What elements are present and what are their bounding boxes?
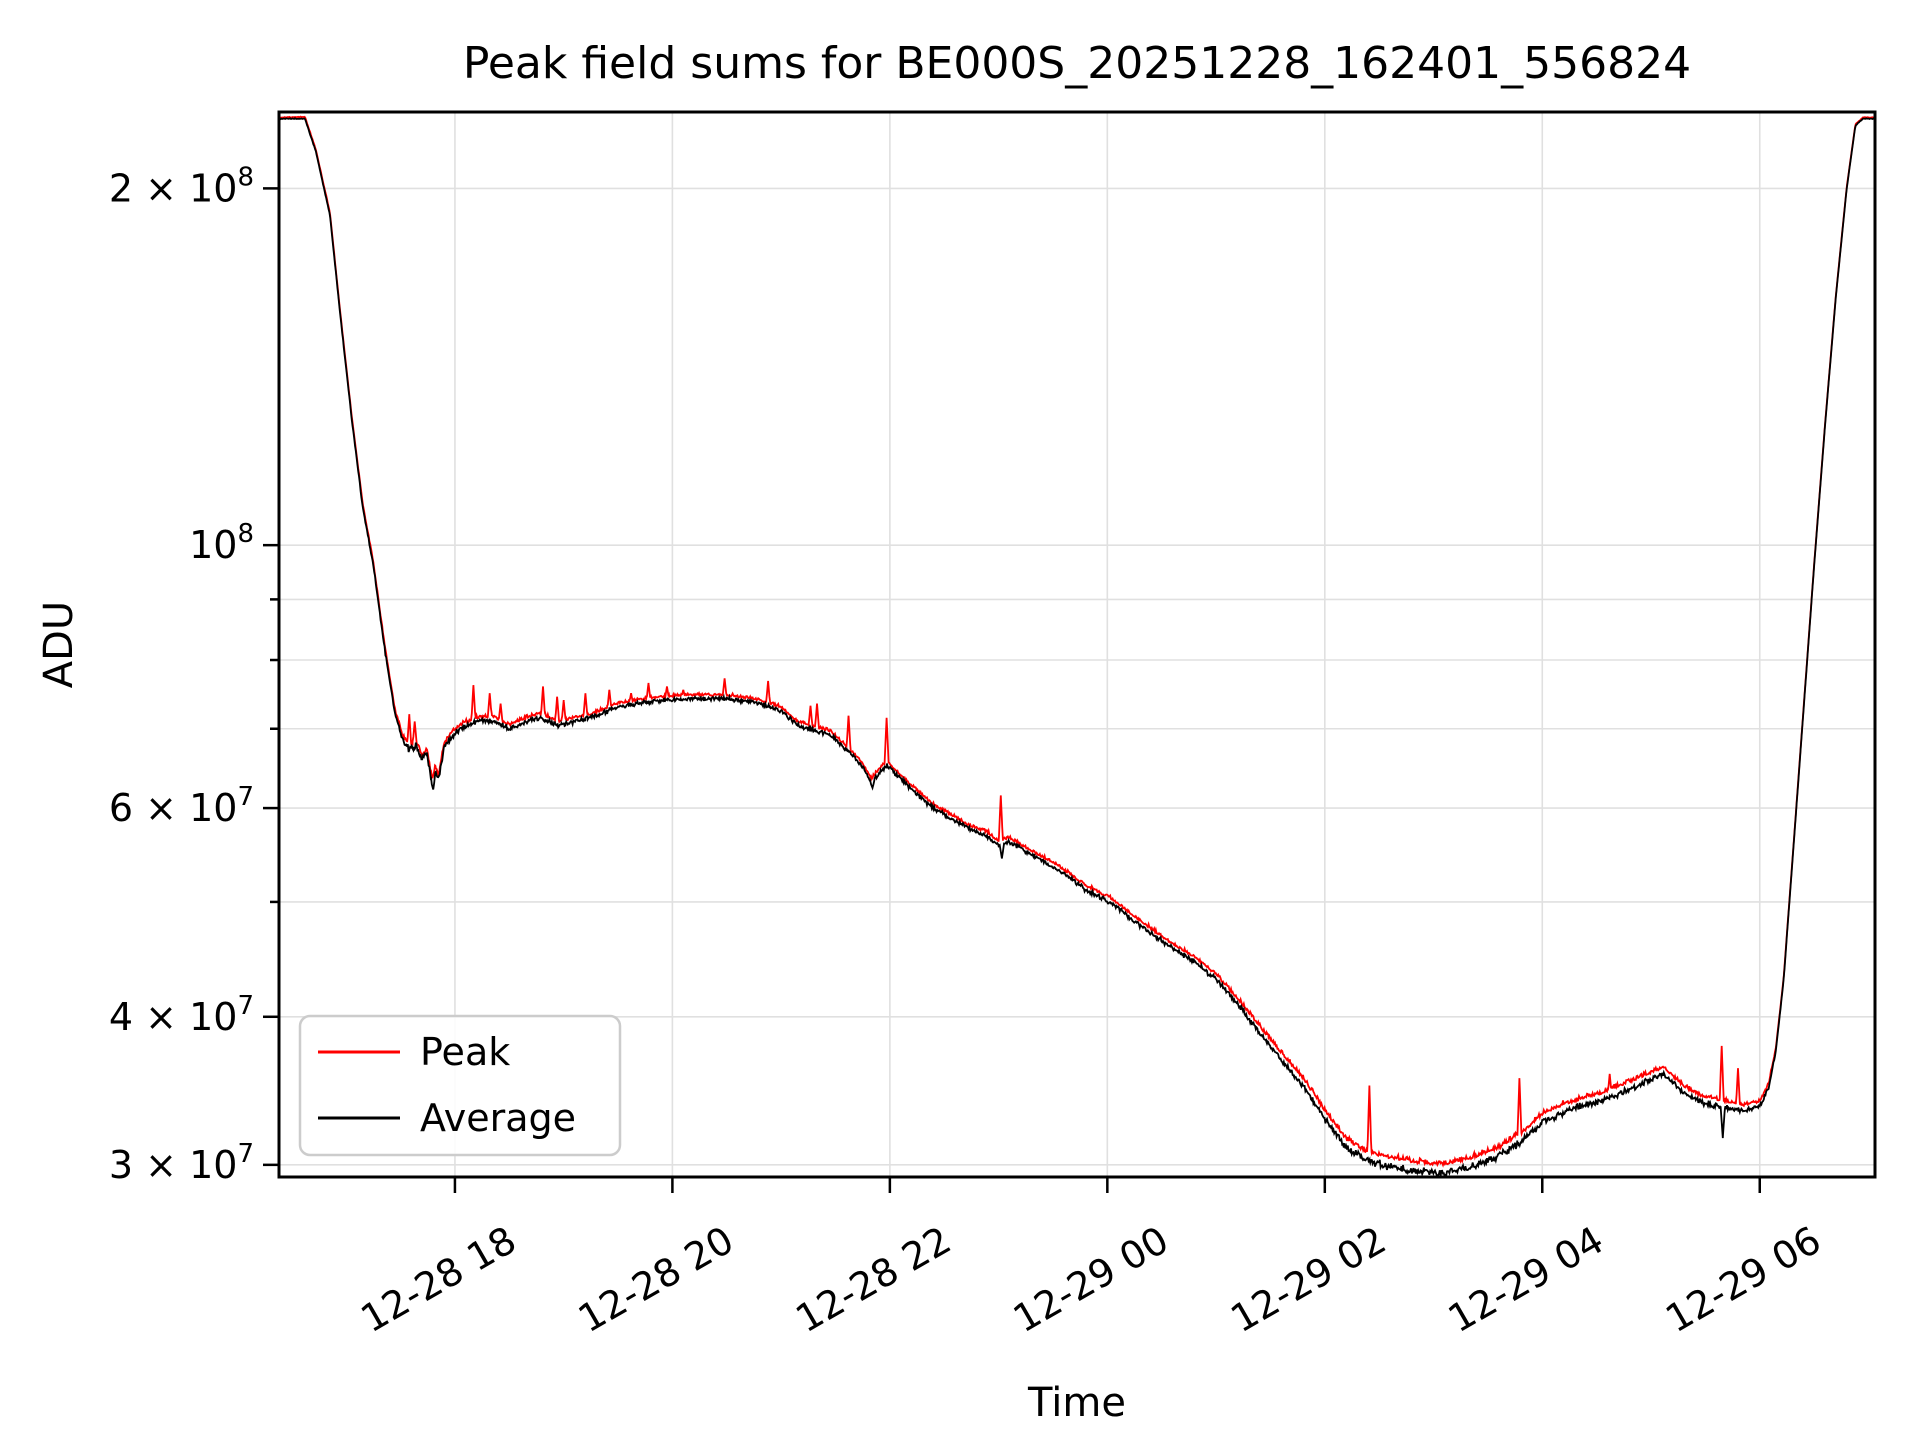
y-tick-label: 3 × 107 — [109, 1139, 254, 1187]
legend-label-peak: Peak — [420, 1030, 510, 1074]
plot-border — [277, 110, 1877, 1179]
series-average-line — [279, 117, 1875, 1177]
y-axis-label: ADU — [36, 601, 82, 688]
grid — [279, 112, 1875, 1177]
y-tick-label: 2 × 108 — [109, 162, 254, 210]
legend: Peak Average — [298, 1014, 622, 1157]
series-group — [279, 115, 1875, 1177]
y-tick-label: 4 × 107 — [109, 991, 254, 1039]
chart-title: Peak field sums for BE000S_20251228_1624… — [463, 38, 1691, 89]
y-tick-label: 108 — [189, 519, 254, 567]
x-axis-label: Time — [1027, 1380, 1126, 1426]
legend-label-average: Average — [420, 1096, 576, 1140]
ticks — [263, 187, 1761, 1193]
series-peak-line — [279, 115, 1875, 1168]
y-tick-label: 6 × 107 — [109, 782, 254, 830]
